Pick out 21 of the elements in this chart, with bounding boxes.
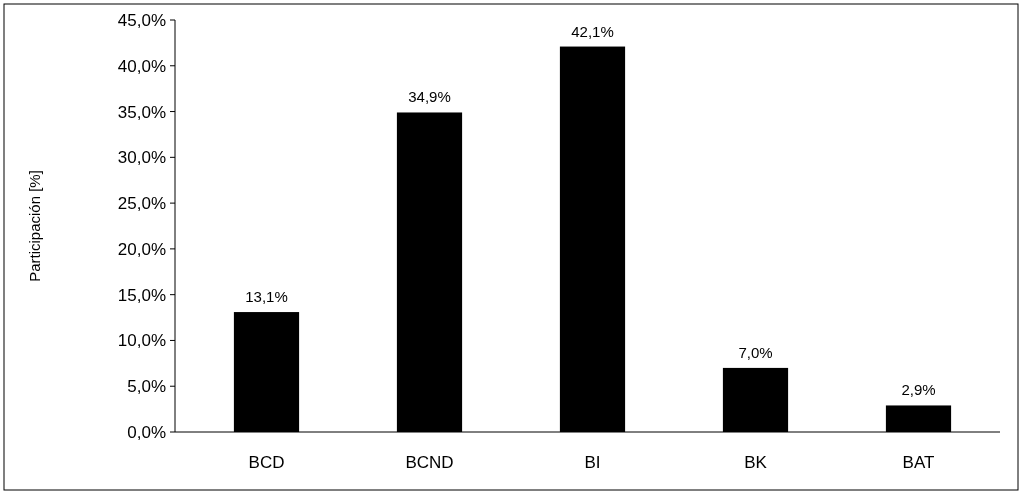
- x-tick-label: BI: [584, 453, 601, 472]
- y-tick-label: 15,0%: [117, 285, 166, 305]
- y-tick-label: 20,0%: [117, 239, 166, 259]
- y-tick-label: 45,0%: [117, 10, 166, 30]
- x-tick-label: BCND: [405, 453, 454, 472]
- y-tick-label: 5,0%: [127, 377, 166, 397]
- y-tick-label: 0,0%: [127, 422, 166, 442]
- y-axis-title: Participación [%]: [26, 170, 43, 282]
- data-label: 42,1%: [571, 22, 614, 40]
- data-label: 2,9%: [901, 381, 936, 399]
- y-tick-label: 35,0%: [117, 102, 166, 122]
- data-label: 7,0%: [738, 343, 773, 361]
- x-tick-label: BAT: [902, 453, 935, 472]
- y-tick-label: 40,0%: [117, 56, 166, 76]
- data-label: 13,1%: [245, 288, 288, 306]
- x-tick-label: BCD: [248, 453, 285, 472]
- y-tick-label: 10,0%: [117, 331, 166, 351]
- y-tick-label: 30,0%: [117, 148, 166, 168]
- y-tick-label: 25,0%: [117, 194, 166, 214]
- x-tick-label: BK: [744, 453, 768, 472]
- data-label: 34,9%: [408, 88, 451, 106]
